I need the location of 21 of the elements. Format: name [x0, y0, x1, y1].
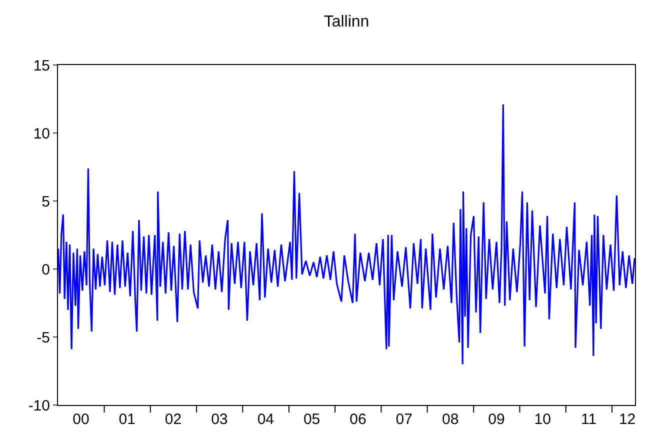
x-tick-label: 06 [350, 411, 366, 428]
y-tick-label: 15 [33, 57, 50, 74]
x-tick-label: 05 [303, 411, 320, 428]
chart-title: Tallinn [324, 14, 370, 31]
y-tick-label: -10 [28, 397, 50, 414]
x-tick-label: 02 [164, 411, 182, 428]
x-tick-label: 00 [72, 411, 90, 428]
x-tick-label: 09 [488, 411, 505, 428]
x-tick-label: 07 [396, 411, 412, 428]
y-tick-label: -5 [36, 329, 50, 346]
y-tick-label: 5 [42, 193, 50, 210]
x-tick-label: 11 [580, 411, 597, 428]
y-tick-label: 10 [33, 125, 50, 142]
x-tick-label: 10 [534, 411, 551, 428]
x-tick-label: 01 [118, 411, 136, 428]
line-series [58, 104, 635, 365]
x-tick-label: 12 [618, 411, 636, 428]
x-tick-label: 03 [211, 411, 228, 428]
x-tick-label: 04 [257, 411, 274, 428]
y-tick-label: 0 [42, 261, 50, 278]
x-tick-label: 08 [442, 411, 459, 428]
